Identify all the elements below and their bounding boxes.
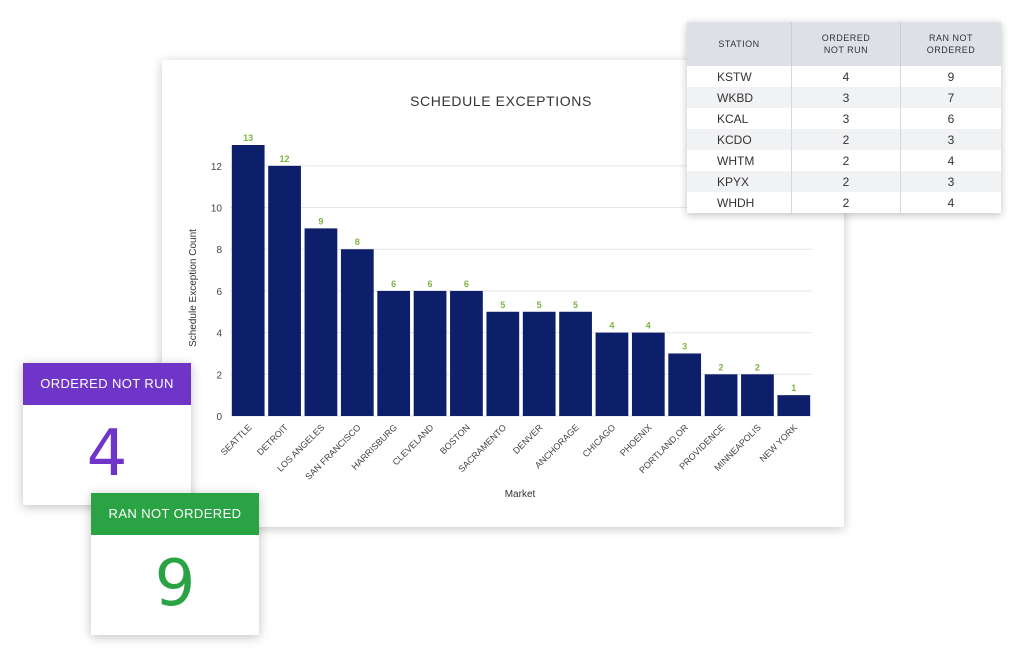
table-row: WHDH 2 4 [687,192,1001,213]
bar-value-label: 5 [537,300,542,310]
header-onr-line2: NOT RUN [823,45,869,55]
bar-value-label: 6 [428,279,433,289]
bar [231,145,265,416]
cell-ordered-not-run: 2 [791,171,901,192]
header-station: STATION [687,22,792,66]
bar-value-label: 2 [755,362,760,372]
bar-value-label: 6 [464,279,469,289]
bar [522,311,556,416]
x-tick-label: SEATTLE [219,422,254,457]
cell-station: KCDO [687,129,792,150]
cell-station: WHDH [687,192,792,213]
bar-value-label: 12 [280,154,290,164]
cell-ordered-not-run: 3 [791,108,901,129]
cell-station: KPYX [687,171,792,192]
table-header-row: STATION ORDERED NOT RUN RAN NOT ORDERED [687,22,1001,66]
bar [704,374,738,416]
bar-value-label: 4 [609,321,614,331]
bar [450,290,483,416]
cell-station: WHTM [687,150,792,171]
bar [340,249,374,416]
bar [413,290,447,416]
bar [304,228,338,416]
data-labels: 13 12 9 8 6 6 6 5 5 5 4 4 3 2 2 1 [243,133,796,393]
y-tick-label: 12 [211,162,223,173]
kpi-ran-not-ordered-value: 9 [154,547,196,621]
bar [777,395,811,416]
bar [377,290,411,416]
bar-value-label: 13 [243,133,253,143]
cell-ordered-not-run: 2 [791,150,901,171]
cell-station: WKBD [687,87,792,108]
kpi-ran-not-ordered-label: RAN NOT ORDERED [91,493,259,535]
kpi-card-ran-not-ordered: RAN NOT ORDERED 9 [91,493,259,635]
cell-ran-not-ordered: 4 [947,153,955,168]
bar [486,311,520,416]
y-tick-label: 10 [211,204,223,215]
cell-station: KCAL [687,108,792,129]
x-tick-label: PHOENIX [618,422,654,458]
y-tick-label: 4 [216,329,222,340]
cell-station: KSTW [687,66,792,87]
table-row: WKBD 3 7 [687,87,1001,108]
header-onr-line1: ORDERED [821,33,871,43]
header-ran-not-ordered: RAN NOT ORDERED [900,22,1001,66]
bar [559,311,592,416]
kpi-ordered-not-run-value: 4 [86,417,128,491]
cell-ran-not-ordered: 4 [947,195,955,210]
x-tick-label: CHICAGO [581,422,618,459]
bar-value-label: 3 [682,341,687,351]
header-rno-line1: RAN NOT [929,33,973,43]
table-row: KCDO 2 3 [687,129,1001,150]
cell-ordered-not-run: 2 [791,192,901,213]
bar-value-label: 8 [355,237,360,247]
bar [631,332,665,416]
table-row: KSTW 4 9 [687,66,1001,87]
cell-ran-not-ordered: 3 [900,171,1001,192]
table-row: KPYX 2 3 [687,171,1001,192]
y-tick-label: 8 [216,245,222,256]
bar-value-label: 6 [391,279,396,289]
bar-value-label: 5 [573,300,578,310]
bars [231,145,811,416]
x-tick-label: NEW YORK [758,422,800,464]
chart-title: SCHEDULE EXCEPTIONS [410,93,592,109]
bar-value-label: 5 [500,300,505,310]
bar [741,374,774,416]
station-table: STATION ORDERED NOT RUN RAN NOT ORDERED … [687,22,1001,213]
cell-ordered-not-run: 4 [791,66,901,87]
y-tick-label: 6 [216,287,222,298]
bar-value-label: 9 [318,216,323,226]
x-tick-label: DETROIT [255,422,290,457]
table-row: WHTM 2 4 [687,150,1001,171]
cell-ran-not-ordered: 3 [900,129,1001,150]
kpi-ordered-not-run-label: ORDERED NOT RUN [23,363,191,405]
bar [595,332,629,416]
cell-ran-not-ordered: 6 [947,111,955,126]
x-tick-label: DENVER [511,422,545,456]
y-axis-ticks: 0 2 4 6 8 10 12 [211,162,223,423]
y-tick-label: 0 [216,412,222,423]
x-axis-label: Market [505,489,536,500]
bar-value-label: 2 [719,362,724,372]
y-axis-label: Schedule Exception Count [188,229,199,347]
kpi-card-ordered-not-run: ORDERED NOT RUN 4 [23,363,191,505]
bar [668,353,702,416]
x-tick-label: BOSTON [438,422,472,456]
table-row: KCAL 3 6 [687,108,1001,129]
cell-ran-not-ordered: 9 [947,69,955,84]
header-rno-line2: ORDERED [926,45,976,55]
cell-ran-not-ordered: 7 [900,87,1001,108]
cell-ordered-not-run: 2 [791,129,901,150]
bar-value-label: 1 [791,383,796,393]
bar-value-label: 4 [646,321,651,331]
bar [268,165,301,416]
header-ordered-not-run: ORDERED NOT RUN [791,22,901,66]
y-tick-label: 2 [216,370,222,381]
cell-ordered-not-run: 3 [791,87,901,108]
